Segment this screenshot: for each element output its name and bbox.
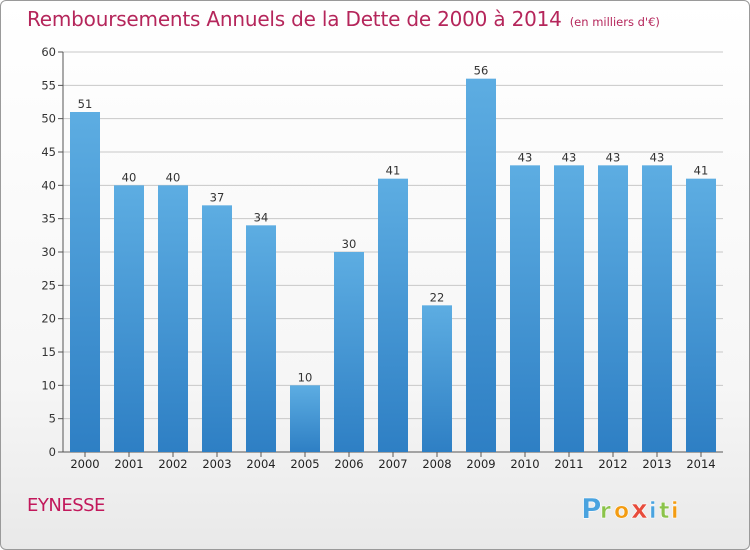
logo-letter: o xyxy=(614,499,629,524)
bar xyxy=(598,165,628,453)
y-tick-labels: 0 5 10 15 20 25 30 35 40 45 50 55 60 xyxy=(41,45,56,459)
bar-value-label: 43 xyxy=(518,150,533,164)
x-tick-label: 2005 xyxy=(290,457,319,471)
x-tick-label: 2004 xyxy=(246,457,275,471)
bar xyxy=(554,165,584,453)
x-tick-label: 2001 xyxy=(114,457,143,471)
logo-letter: i xyxy=(649,499,657,524)
bar xyxy=(158,185,188,453)
y-tick-label: 15 xyxy=(41,345,56,359)
bar xyxy=(510,165,540,453)
bar xyxy=(114,185,144,453)
logo-letter: i xyxy=(671,499,679,524)
x-tick-label: 2002 xyxy=(158,457,187,471)
bar-value-label: 37 xyxy=(210,190,225,204)
y-tick-label: 10 xyxy=(41,378,56,392)
data-labels: 51 40 40 37 34 10 30 41 22 56 43 43 43 43 41 xyxy=(78,64,709,385)
logo-letter: r xyxy=(600,499,611,524)
proxiti-logo: Pr o x i t i xyxy=(581,492,679,526)
bar-value-label: 34 xyxy=(254,210,269,224)
bar-value-label: 43 xyxy=(562,150,577,164)
bar xyxy=(466,78,496,453)
bar xyxy=(378,178,408,452)
y-tick-label: 50 xyxy=(41,112,56,126)
logo-letter: P xyxy=(581,492,602,525)
x-tick-label: 2008 xyxy=(422,457,451,471)
y-tick-label: 20 xyxy=(41,312,56,326)
bar-value-label: 41 xyxy=(386,164,401,178)
bar-value-label: 40 xyxy=(166,170,181,184)
bar xyxy=(422,305,452,452)
y-tick-label: 30 xyxy=(41,245,56,259)
x-tick-label: 2012 xyxy=(598,457,627,471)
bar-value-label: 10 xyxy=(298,370,313,384)
bar-value-label: 40 xyxy=(122,170,137,184)
bar xyxy=(290,385,320,452)
chart-title: Remboursements Annuels de la Dette de 20… xyxy=(27,7,660,31)
x-tick-label: 2010 xyxy=(510,457,539,471)
bar-value-label: 56 xyxy=(474,64,489,78)
y-tick-label: 40 xyxy=(41,178,56,192)
chart-title-text: Remboursements Annuels de la Dette de 20… xyxy=(27,7,562,31)
y-tick-label: 35 xyxy=(41,212,56,226)
bar xyxy=(334,252,364,452)
bar-value-label: 43 xyxy=(606,150,621,164)
y-tick-label: 25 xyxy=(41,278,56,292)
x-tick-label: 2014 xyxy=(686,457,715,471)
x-tick-label: 2007 xyxy=(378,457,407,471)
y-tick-label: 5 xyxy=(49,412,56,426)
y-tick-label: 0 xyxy=(49,445,56,459)
bars xyxy=(70,78,716,453)
x-tick-labels: 2000 2001 2002 2003 2004 2005 2006 2007 2008 2009… xyxy=(70,457,715,471)
x-tick-label: 2000 xyxy=(70,457,99,471)
x-tick-label: 2006 xyxy=(334,457,363,471)
logo-letter: x xyxy=(631,495,648,525)
bar-value-label: 30 xyxy=(342,237,357,251)
bar-value-label: 22 xyxy=(430,290,445,304)
bar xyxy=(70,112,100,452)
x-tick-label: 2009 xyxy=(466,457,495,471)
bar-value-label: 51 xyxy=(78,97,93,111)
bar-value-label: 43 xyxy=(650,150,665,164)
bar xyxy=(642,165,672,453)
bar-value-label: 41 xyxy=(694,164,709,178)
logo-letters: Pr o x i t i xyxy=(581,492,679,526)
y-tick-label: 45 xyxy=(41,145,56,159)
logo-letter: t xyxy=(659,499,670,524)
x-tick-label: 2013 xyxy=(642,457,671,471)
chart-unit: (en milliers d'€) xyxy=(569,15,660,29)
bar xyxy=(686,178,716,452)
x-tick-label: 2011 xyxy=(554,457,583,471)
bar xyxy=(246,225,276,452)
bar xyxy=(202,205,232,452)
commune-name: EYNESSE xyxy=(27,495,105,516)
y-tick-label: 55 xyxy=(41,78,56,92)
x-tick-label: 2003 xyxy=(202,457,231,471)
y-tick-label: 60 xyxy=(41,45,56,59)
